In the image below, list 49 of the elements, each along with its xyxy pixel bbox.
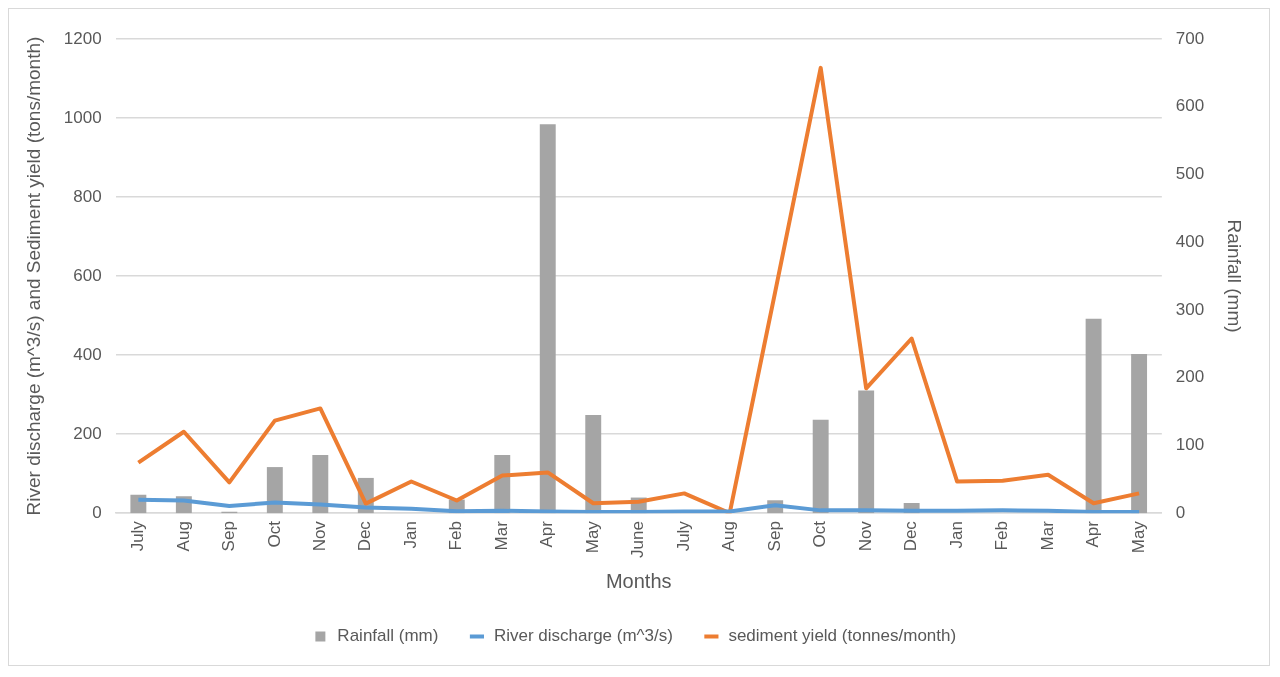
y-tick-label: 600 xyxy=(73,265,102,285)
y2-tick-label: 500 xyxy=(1175,164,1205,184)
x-tick-label: July xyxy=(673,520,693,552)
y2-axis-title: Rainfall (mm) xyxy=(1224,219,1246,333)
legend-label: Rainfall (mm) xyxy=(337,626,439,646)
y-tick-label: 0 xyxy=(92,502,102,522)
x-tick-label: Feb xyxy=(992,521,1012,551)
x-tick-label: Aug xyxy=(719,521,739,552)
x-tick-label: Oct xyxy=(264,520,284,548)
y-tick-label: 800 xyxy=(73,186,102,206)
y-axis-title: River discharge (m^3/s) and Sediment yield (tons/month) xyxy=(22,36,44,516)
bar xyxy=(312,454,329,514)
x-tick-label: May xyxy=(582,520,602,554)
x-tick-label: Aug xyxy=(173,521,193,552)
y2-tick-label: 200 xyxy=(1175,367,1205,387)
y2-tick-label: 100 xyxy=(1175,435,1205,455)
y-tick-label: 400 xyxy=(73,344,102,364)
bar xyxy=(858,390,875,514)
x-tick-label: Dec xyxy=(355,520,375,552)
x-axis-title: Months xyxy=(605,569,672,592)
x-tick-label: Sep xyxy=(764,521,784,552)
y2-tick-label: 0 xyxy=(1175,502,1186,522)
bar xyxy=(266,467,283,514)
x-tick-label: Nov xyxy=(310,520,329,552)
x-tick-label: Mar xyxy=(1037,520,1057,551)
y-tick-label: 1200 xyxy=(63,28,102,48)
x-tick-label: Jan xyxy=(400,521,420,549)
y2-tick-label: 400 xyxy=(1175,231,1205,251)
x-tick-label: Jan xyxy=(946,521,966,549)
x-tick-label: July xyxy=(128,520,148,552)
x-tick-label: Sep xyxy=(219,521,239,552)
x-tick-label: Apr xyxy=(537,520,557,548)
y2-tick-label: 300 xyxy=(1175,299,1205,319)
y2-tick-label: 600 xyxy=(1175,96,1205,116)
x-tick-label: Oct xyxy=(810,520,830,548)
x-tick-label: June xyxy=(628,521,648,559)
x-tick-label: Nov xyxy=(855,520,875,552)
y2-tick-label: 700 xyxy=(1175,28,1205,48)
legend-label: River discharge (m^3/s) xyxy=(493,626,673,646)
y-tick-label: 200 xyxy=(73,423,102,443)
y-tick-label: 1000 xyxy=(63,107,102,127)
x-tick-label: Mar xyxy=(491,520,511,551)
x-tick-label: Dec xyxy=(901,520,921,552)
bar xyxy=(1131,353,1148,514)
x-tick-label: Apr xyxy=(1083,520,1103,548)
bar xyxy=(812,419,829,514)
x-tick-label: May xyxy=(1128,520,1148,554)
x-tick-label: Feb xyxy=(446,521,466,551)
legend-label: sediment yield (tonnes/month) xyxy=(728,626,957,646)
